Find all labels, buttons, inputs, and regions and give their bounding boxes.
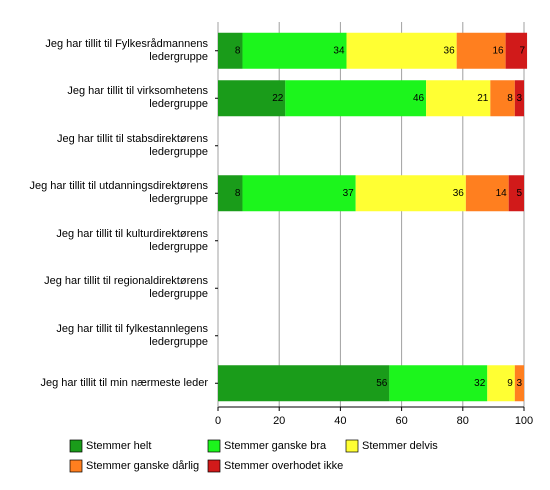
bar-segment (514, 365, 524, 402)
bar-segment (514, 80, 524, 117)
data-label: 32 (474, 378, 486, 389)
y-tick-label: Jeg har tillit til min nærmeste leder (40, 376, 208, 389)
bar-segment (456, 32, 506, 69)
legend-label: Stemmer ganske bra (224, 440, 327, 452)
bar-segment (218, 365, 390, 402)
bar-segment (487, 365, 515, 402)
legend-label: Stemmer overhodet ikke (224, 460, 343, 472)
x-tick-label: 20 (273, 415, 285, 427)
data-label: 37 (343, 188, 355, 199)
data-label: 3 (516, 378, 522, 389)
data-label: 21 (477, 93, 489, 104)
bar-segment (490, 80, 515, 117)
data-label: 16 (493, 45, 505, 56)
data-label: 14 (496, 188, 508, 199)
bar-segment (218, 80, 286, 117)
data-label: 46 (413, 93, 425, 104)
legend-label: Stemmer helt (86, 440, 151, 452)
bar-segment (505, 32, 528, 69)
data-label: 8 (507, 93, 513, 104)
data-label: 56 (376, 378, 388, 389)
legend-swatch (69, 459, 83, 473)
y-tick-label: Jeg har tillit til Fylkesrådmannens lede… (45, 37, 208, 63)
data-label: 22 (272, 93, 284, 104)
bar-segment (242, 32, 347, 69)
x-tick-label: 100 (515, 415, 533, 427)
x-tick-label: 80 (457, 415, 469, 427)
legend-swatch (207, 459, 221, 473)
data-label: 3 (516, 93, 522, 104)
y-tick-label: Jeg har tillit til regionaldirektørens l… (44, 275, 208, 301)
data-label: 7 (519, 45, 525, 56)
y-tick-label: Jeg har tillit til fylkestannlegens lede… (56, 322, 208, 348)
data-label: 8 (235, 188, 241, 199)
bar-segment (218, 32, 243, 69)
legend-label: Stemmer delvis (362, 440, 438, 452)
data-label: 36 (453, 188, 465, 199)
bar-segment (346, 32, 457, 69)
y-tick-label: Jeg har tillit til kulturdirektørens led… (56, 227, 208, 253)
data-label: 34 (333, 45, 345, 56)
bar-segment (465, 175, 509, 212)
bar-segment (285, 80, 427, 117)
y-tick-label: Jeg har tillit til utdanningsdirektørens… (29, 180, 208, 206)
bar-segment (508, 175, 524, 212)
x-tick-label: 40 (334, 415, 346, 427)
legend-swatch (207, 439, 221, 453)
y-tick-label: Jeg har tillit til stabsdirektørens lede… (57, 132, 208, 158)
bar-segment (389, 365, 488, 402)
legend-swatch (69, 439, 83, 453)
bar-segment (355, 175, 466, 212)
data-label: 8 (235, 45, 241, 56)
legend-label: Stemmer ganske dårlig (86, 460, 199, 472)
bar-segment (242, 175, 356, 212)
data-label: 5 (516, 188, 522, 199)
data-label: 36 (444, 45, 456, 56)
legend-swatch (345, 439, 359, 453)
bar-segment (426, 80, 491, 117)
x-tick-label: 60 (395, 415, 407, 427)
data-label: 9 (507, 378, 513, 389)
y-tick-label: Jeg har tillit til virksomhetens ledergr… (67, 85, 208, 111)
x-tick-label: 0 (215, 415, 221, 427)
bar-segment (218, 175, 243, 212)
